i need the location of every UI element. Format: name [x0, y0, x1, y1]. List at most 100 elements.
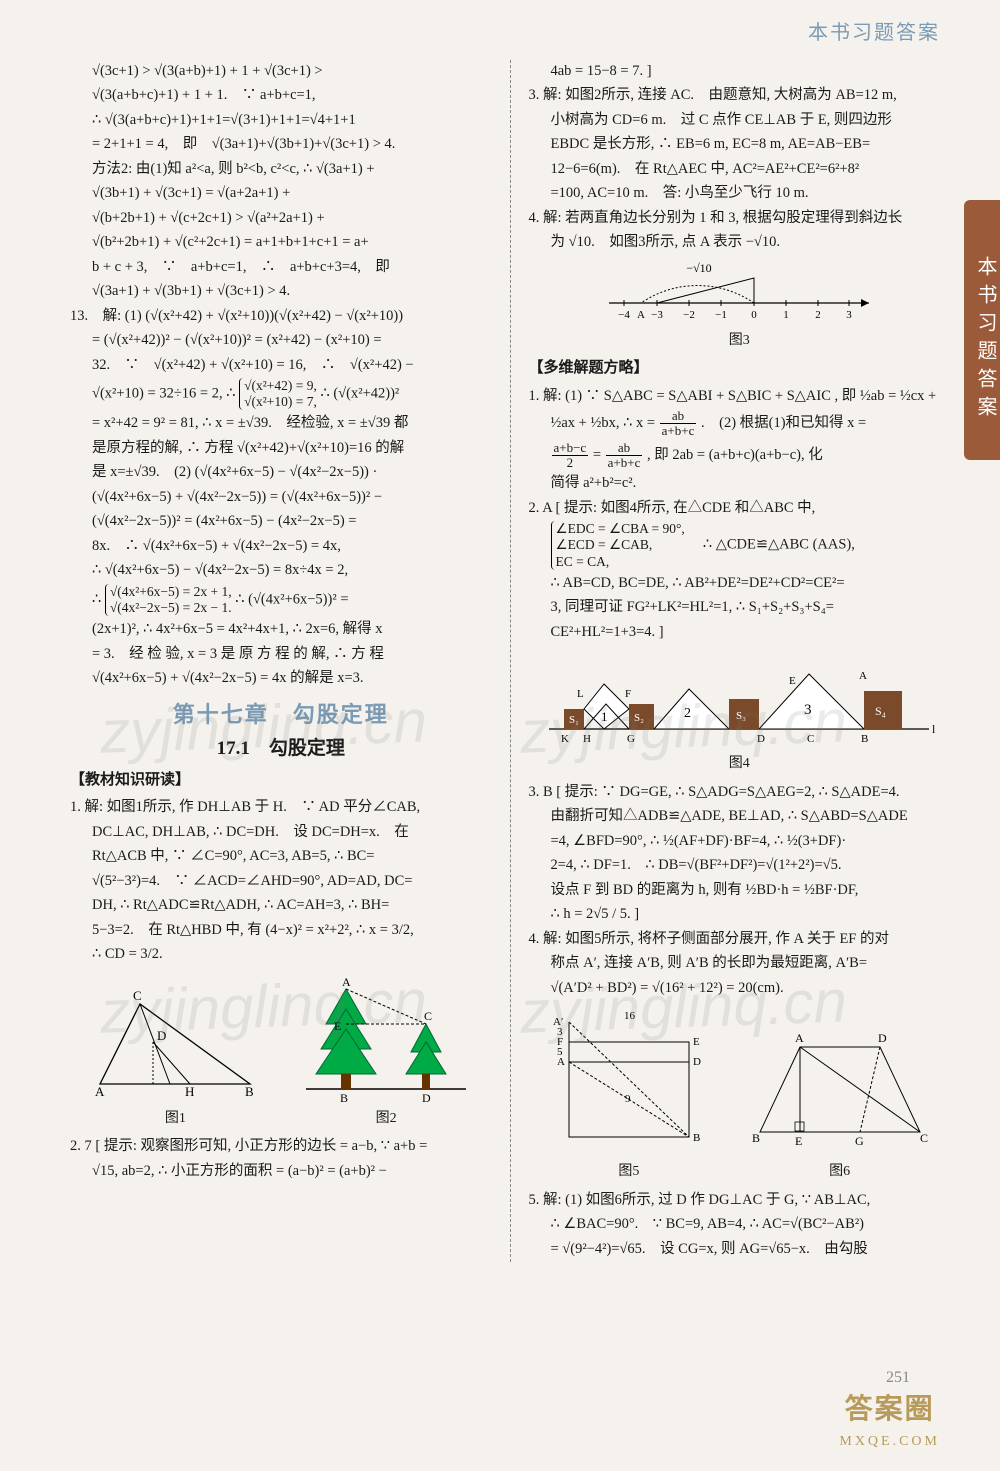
math-line: √(3(a+b+c)+1) + 1 + 1. ∵ a+b+c=1, [70, 84, 492, 106]
svg-text:D: D [878, 1031, 887, 1045]
math-line: b + c + 3, ∵ a+b+c=1, ∴ a+b+c+3=4, 即 [70, 256, 492, 278]
subhead-duowei: 【多维解题方略】 [529, 357, 951, 380]
svg-text:K: K [561, 733, 569, 745]
text: ∴ [92, 591, 101, 607]
q13-head: 13. 解: (1) (√(x²+42) + √(x²+10))(√(x²+42… [70, 305, 492, 327]
math-line: = (√(x²+42))² − (√(x²+10))² = (x²+42) − … [70, 329, 492, 351]
math-line: √(3c+1) > √(3(a+b)+1) + 1 + √(3c+1) > [70, 60, 492, 82]
svg-text:H: H [185, 1084, 194, 1099]
math-line: 称点 A′, 连接 A′B, 则 A′B 的长即为最短距离, A′B= [529, 952, 951, 974]
math-line: = x²+42 = 9² = 81, ∴ x = ±√39. 经检验, x = … [70, 412, 492, 434]
svg-text:C: C [807, 733, 814, 745]
svg-text:B: B [861, 733, 868, 745]
sys-row: √(x²+10) = 7, [244, 394, 317, 409]
fraction: aba+b+c [606, 441, 643, 471]
math-line: √(3b+1) + √(3c+1) = √(a+2a+1) + [70, 182, 492, 204]
fig2-caption: 图2 [296, 1108, 476, 1130]
math-line: ∴ CD = 3/2. [70, 943, 492, 965]
math-line: Rt△ACB 中, ∵ ∠C=90°, AC=3, AB=5, ∴ BC= [70, 845, 492, 867]
text: ∴ △CDE≌△ABC (AAS), [703, 537, 855, 553]
d1: 1. 解: (1) ∵ S△ABC = S△ABI + S△BIC + S△AI… [529, 385, 951, 407]
math-line: a+b−c2 = aba+b+c , 即 2ab = (a+b+c)(a+b−c… [529, 441, 951, 471]
fig5-svg: A′ F E A D B 3 5 9 16 [539, 1007, 719, 1157]
svg-text:E: E [334, 1019, 341, 1033]
sys-row: √(4x²+6x−5) = 2x + 1, [110, 584, 232, 599]
brand-small: MXQE.COM [839, 1431, 940, 1453]
sys-row: ∠EDC = ∠CBA = 90°, [556, 521, 685, 536]
svg-text:L: L [577, 688, 584, 700]
sys-row: EC = CA, [556, 554, 610, 569]
equation-system: ∠EDC = ∠CBA = 90°, ∠ECD = ∠CAB, EC = CA, [551, 521, 685, 570]
svg-text:3: 3 [847, 309, 853, 321]
svg-text:G: G [627, 733, 635, 745]
math-line: 3, 同理可证 FG²+LK²=HL²=1, ∴ S₁+S₂+S₃+S₄= [529, 596, 951, 618]
svg-text:A: A [95, 1084, 105, 1099]
svg-text:S₄: S₄ [875, 704, 886, 718]
fig-row-5-6: A′ F E A D B 3 5 9 16 图5 [529, 1001, 951, 1189]
math-line: 8x. ∴ √(4x²+6x−5) + √(4x²−2x−5) = 4x, [70, 535, 492, 557]
svg-text:16: 16 [624, 1010, 636, 1022]
math-line: 是原方程的解, ∴ 方程 √(x²+42)+√(x²+10)=16 的解 [70, 437, 492, 459]
svg-text:0: 0 [752, 309, 758, 321]
r4: 4. 解: 若两直角边长分别为 1 和 3, 根据勾股定理得到斜边长 [529, 207, 951, 229]
figure-1: A B C D H 图1 [85, 978, 265, 1136]
svg-text:2: 2 [684, 706, 691, 721]
chapter-title: 第十七章 勾股定理 [70, 698, 492, 732]
svg-text:−4: −4 [618, 309, 630, 321]
fig5-caption: 图5 [539, 1161, 719, 1183]
figure-6: A D B E G C 图6 [740, 1021, 940, 1189]
svg-text:F: F [625, 688, 631, 700]
svg-text:G: G [855, 1134, 864, 1148]
side-tab: 本书习题答案 [964, 200, 1000, 460]
p1: 1. 解: 如图1所示, 作 DH⊥AB 于 H. ∵ AD 平分∠CAB, [70, 796, 492, 818]
fig3-svg: −4 A −3 −2 −1 0 1 2 3 −√10 [589, 258, 889, 328]
svg-text:S₃: S₃ [736, 710, 746, 722]
svg-text:S₂: S₂ [634, 712, 644, 724]
math-line: (√(4x²−2x−5))² = (4x²+6x−5) − (4x²−2x−5)… [70, 510, 492, 532]
math-line: 2=4, ∴ DF=1. ∴ DB=√(BF²+DF²)=√(1²+2²)=√5… [529, 854, 951, 876]
math-line: 为 √10. 如图3所示, 点 A 表示 −√10. [529, 231, 951, 253]
fig4-svg: l S₁ 1 L F S₂ 2 S₃ 3 E A S₄ K H G D [539, 649, 939, 749]
text: ∴ (√(x²+42))² [321, 386, 400, 402]
svg-text:E: E [795, 1134, 802, 1148]
math-line: ∴ √(3(a+b+c)+1)+1+1=√(3+1)+1+1=√4+1+1 [70, 109, 492, 131]
math-line: 方法2: 由(1)知 a²<a, 则 b²<b, c²<c, ∴ √(3a+1)… [70, 158, 492, 180]
svg-text:1: 1 [601, 709, 608, 724]
subhead-jiaocai: 【教材知识研读】 [70, 769, 492, 792]
svg-text:5: 5 [557, 1046, 563, 1058]
d2: 2. A [ 提示: 如图4所示, 在△CDE 和△ABC 中, [529, 497, 951, 519]
math-line: √(A′D² + BD²) = √(16² + 12²) = 20(cm). [529, 977, 951, 999]
sys-row: √(x²+42) = 9, [244, 378, 317, 393]
svg-text:S₁: S₁ [569, 714, 579, 726]
equation-system: √(4x²+6x−5) = 2x + 1, √(4x²−2x−5) = 2x −… [105, 584, 232, 616]
text: ∴ (√(4x²+6x−5))² = [235, 591, 348, 607]
p2: 2. 7 [ 提示: 观察图形可知, 小正方形的边长 = a−b, ∵ a+b … [70, 1135, 492, 1157]
text: √(x²+10) = 32÷16 = 2, ∴ [92, 386, 235, 402]
fig1-caption: 图1 [85, 1108, 265, 1130]
svg-text:D: D [157, 1028, 166, 1043]
math-line: CE²+HL²=1+3=4. ] [529, 621, 951, 643]
svg-text:−3: −3 [651, 309, 663, 321]
svg-text:3: 3 [804, 702, 812, 718]
math-line: 12−6=6(m). 在 Rt△AEC 中, AC²=AE²+CE²=6²+8² [529, 158, 951, 180]
svg-text:H: H [583, 733, 591, 745]
svg-text:2: 2 [816, 309, 822, 321]
fraction: a+b−c2 [552, 441, 589, 471]
brand-big: 答案圈 [839, 1388, 940, 1431]
math-line: = √(9²−4²)=√65. 设 CG=x, 则 AG=√65−x. 由勾股 [529, 1238, 951, 1260]
fig4-caption: 图4 [529, 753, 951, 775]
math-line: (2x+1)², ∴ 4x²+6x−5 = 4x²+4x+1, ∴ 2x=6, … [70, 618, 492, 640]
svg-text:B: B [752, 1131, 760, 1145]
svg-text:B: B [693, 1132, 700, 1144]
fig2-svg: A B C D E [296, 974, 476, 1104]
math-line: √(x²+10) = 32÷16 = 2, ∴ √(x²+42) = 9, √(… [70, 378, 492, 410]
text: . (2) 根据(1)和已知得 x = [701, 415, 866, 431]
math-line: ∴ AB=CD, BC=DE, ∴ AB²+DE²=DE²+CD²=CE²= [529, 572, 951, 594]
svg-text:A: A [795, 1031, 804, 1045]
section-title: 17.1 勾股定理 [70, 734, 492, 763]
math-line: √(5²−3²)=4. ∵ ∠ACD=∠AHD=90°, AD=AD, DC= [70, 870, 492, 892]
math-line: DC⊥AC, DH⊥AB, ∴ DC=DH. 设 DC=DH=x. 在 [70, 821, 492, 843]
svg-text:E: E [693, 1036, 700, 1048]
svg-text:E: E [789, 675, 796, 687]
math-line: EBDC 是长方形, ∴ EB=6 m, EC=8 m, AE=AB−EB= [529, 133, 951, 155]
